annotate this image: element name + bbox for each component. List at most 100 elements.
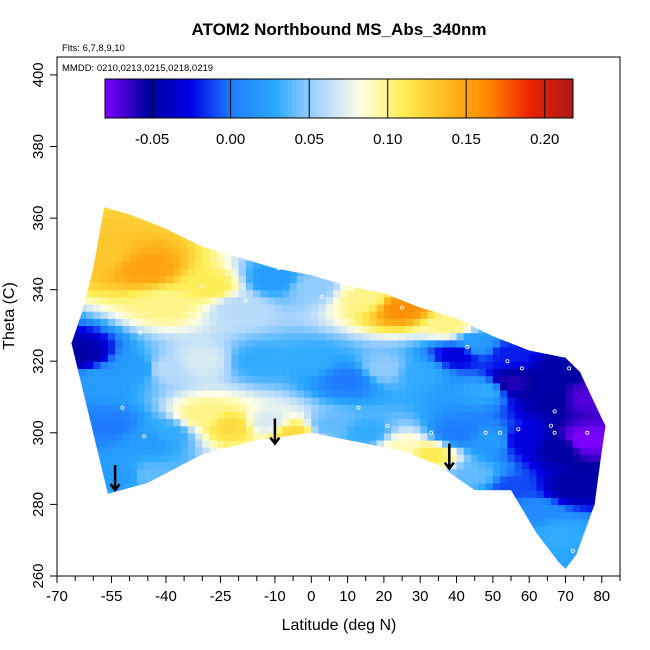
heat-cell [64,139,72,147]
heat-cell [101,189,109,197]
heat-cell [100,468,109,477]
heat-cell [57,132,65,140]
heat-cell [529,397,538,405]
heat-cell [383,439,392,448]
heat-cell [130,161,138,169]
heat-cell [224,375,232,384]
heat-cell [456,497,465,506]
heat-cell [107,540,116,548]
heat-cell [289,311,298,319]
heat-cell [267,296,276,305]
heat-cell [108,182,116,190]
heat-cell [369,561,378,569]
heat-cell [507,207,516,212]
heat-cell [485,207,494,212]
heat-cell [340,125,348,133]
heat-cell [173,490,182,498]
heat-cell [391,311,400,319]
heat-cell [550,447,559,455]
heat-cell [180,454,189,463]
heat-cell [544,189,552,197]
heat-cell [471,261,479,269]
heat-cell [333,296,341,305]
heat-cell [405,525,414,534]
heat-cell [289,468,298,477]
heat-cell [521,261,530,269]
heat-cell [231,225,240,233]
heat-cell [521,346,530,355]
heat-cell [296,490,305,498]
heat-cell [500,325,508,334]
heat-cell [478,154,486,162]
heat-cell [224,218,232,226]
heat-cell [245,296,254,305]
heat-cell [442,432,450,441]
heat-cell [238,218,247,226]
heat-cell [296,261,305,269]
heat-cell [166,154,174,162]
heat-cell [420,61,428,69]
heat-cell [362,511,370,520]
heat-cell [529,418,538,427]
heat-cell [246,154,254,162]
heat-cell [245,397,254,405]
heat-cell [398,375,407,384]
heat-cell [529,161,537,169]
heat-cell [391,332,400,341]
heat-cell [100,411,109,420]
heat-cell [231,346,240,355]
heat-cell [136,404,145,412]
heat-cell [463,325,472,334]
heat-cell [449,161,457,169]
heat-cell [57,204,65,212]
heat-cell [253,368,261,377]
heat-cell [224,239,232,248]
heat-cell [449,232,458,241]
heat-cell [391,525,400,534]
heat-cell [543,518,552,527]
heat-cell [507,461,516,470]
heat-cell [340,253,349,262]
heat-cell [536,425,545,434]
heat-cell [71,296,80,305]
heat-cell [514,432,523,441]
heat-cell [333,404,341,412]
heat-cell [507,361,516,369]
heat-cell [246,197,254,205]
heat-cell [267,454,276,463]
heat-cell [500,68,508,76]
heat-cell [383,332,392,341]
heat-cell [500,239,508,248]
heat-cell [435,168,443,176]
heat-cell [151,210,160,219]
heat-cell [427,225,436,233]
heat-cell [355,154,363,162]
heat-cell [383,361,392,369]
heat-cell [420,368,429,377]
heat-cell [463,218,472,226]
heat-cell [57,304,65,312]
heat-cell [456,253,465,262]
heat-cell [151,397,160,405]
heat-cell [165,389,174,398]
heat-cell [514,375,523,384]
heat-cell [202,475,211,484]
heat-cell [536,518,545,527]
heat-cell [57,283,65,291]
heat-cell [274,525,283,534]
heat-cell [456,561,465,569]
heat-cell [165,497,174,506]
heat-cell [267,361,276,369]
heat-cell [434,225,443,233]
heat-cell [303,468,312,477]
heat-cell [311,275,320,284]
heat-cell [246,139,254,147]
heat-cell [340,569,348,577]
heat-cell [377,168,385,176]
heat-cell [398,189,406,197]
heat-cell [158,404,167,412]
heat-cell [442,161,450,169]
heat-cell [500,432,508,441]
heat-cell [435,125,443,133]
heat-cell [500,533,508,541]
